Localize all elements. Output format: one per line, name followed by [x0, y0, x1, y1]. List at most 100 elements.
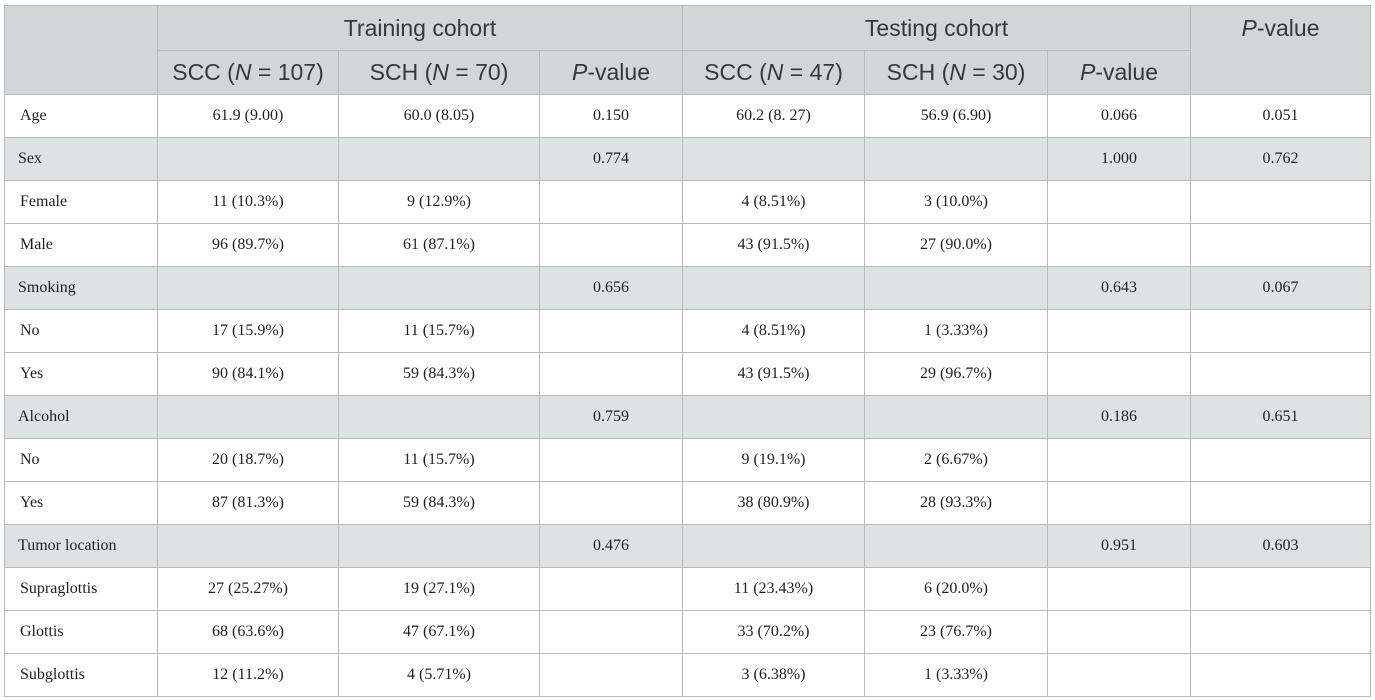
table-cell — [1046, 438, 1192, 482]
table-cell: 4 (8.51%) — [682, 180, 865, 224]
table-cell: 9 (19.1%) — [682, 438, 865, 482]
table-cell — [1190, 180, 1372, 224]
table-row: Glottis 68 (63.6%) 47 (67.1%) 33 (70.2%) 23 … — [4, 610, 1372, 654]
table-cell: 59 (84.3%) — [338, 481, 540, 525]
row-label: Age — [4, 94, 158, 138]
table-cell — [1046, 653, 1192, 697]
table-cell: 23 (76.7%) — [864, 610, 1048, 654]
table-cell: 27 (25.27%) — [157, 567, 339, 611]
table-row: Supraglottis 27 (25.27%) 19 (27.1%) 11 (23.… — [4, 567, 1372, 611]
table-cell: 59 (84.3%) — [338, 352, 540, 396]
row-label: Subglottis — [4, 653, 158, 697]
header-overall-pvalue: P-value — [1190, 5, 1372, 95]
n-label: N — [432, 59, 449, 85]
table-cell — [1190, 309, 1372, 353]
pvalue-prefix: P — [1241, 15, 1257, 41]
row-label: Female — [4, 180, 158, 224]
pvalue-prefix: P — [572, 59, 588, 85]
table-row: Sex 0.774 1.000 0.762 — [4, 137, 1372, 181]
table-cell — [1190, 438, 1372, 482]
table-row: Alcohol 0.759 0.186 0.651 — [4, 395, 1372, 439]
table-cell — [157, 524, 339, 568]
n-value: 70 — [475, 59, 501, 85]
table-cell: 0.476 — [539, 524, 683, 568]
group-name: SCH — [886, 59, 936, 85]
table-cell: 43 (91.5%) — [682, 223, 865, 267]
table-cell: 0.051 — [1190, 94, 1372, 138]
table-row: Tumor location 0.476 0.951 0.603 — [4, 524, 1372, 568]
table-cell — [1190, 352, 1372, 396]
table-row: Smoking 0.656 0.643 0.067 — [4, 266, 1372, 310]
table-cell: 0.774 — [539, 137, 683, 181]
table-cell — [1046, 309, 1192, 353]
table-cell — [157, 137, 339, 181]
table-cell: 17 (15.9%) — [157, 309, 339, 353]
table-row: Female 11 (10.3%) 9 (12.9%) 4 (8.51%) 3 (10.… — [4, 180, 1372, 224]
table-cell — [539, 309, 683, 353]
table-cell: 1.000 — [1046, 137, 1192, 181]
table-cell: 2 (6.67%) — [864, 438, 1048, 482]
table-cell — [864, 266, 1048, 310]
table-cell: 68 (63.6%) — [157, 610, 339, 654]
table-cell: 56.9 (6.90) — [864, 94, 1048, 138]
n-label: N — [234, 59, 252, 85]
table-row: No 20 (18.7%) 11 (15.7%) 9 (19.1%) 2 (6.67%) — [4, 438, 1372, 482]
row-label: Sex — [4, 137, 158, 181]
table-cell — [682, 137, 865, 181]
table-cell: 11 (15.7%) — [338, 438, 540, 482]
table-cell: 11 (15.7%) — [338, 309, 540, 353]
row-label: Supraglottis — [4, 567, 158, 611]
table-cell — [539, 567, 683, 611]
header-testing-cohort: Testing cohort — [681, 5, 1192, 51]
table-cell: 96 (89.7%) — [157, 223, 339, 267]
group-name: SCC — [172, 59, 221, 85]
header-training-scc: SCC (N = 107) — [157, 50, 339, 95]
table-row: Age 61.9 (9.00) 60.0 (8.05) 0.150 60.2 (8. 2… — [4, 94, 1372, 138]
row-label: Smoking — [4, 266, 158, 310]
table-cell: 0.066 — [1046, 94, 1192, 138]
n-label: N — [766, 59, 784, 85]
header-training-pvalue: P-value — [539, 50, 683, 95]
table-cell: 47 (67.1%) — [338, 610, 540, 654]
table-cell: 61 (87.1%) — [338, 223, 540, 267]
n-value: 107 — [277, 59, 317, 85]
table-cell: 29 (96.7%) — [864, 352, 1048, 396]
table-cell — [1046, 352, 1192, 396]
table-cell — [338, 266, 540, 310]
table-cell — [1190, 223, 1372, 267]
table-cell — [539, 180, 683, 224]
pvalue-prefix: P — [1080, 59, 1096, 85]
row-label: No — [4, 438, 158, 482]
table-cell: 0.759 — [539, 395, 683, 439]
table-cell — [539, 653, 683, 697]
table-cell — [682, 266, 865, 310]
table-cell — [338, 137, 540, 181]
table-row: Male 96 (89.7%) 61 (87.1%) 43 (91.5%) 27 (90… — [4, 223, 1372, 267]
table-cell: 60.2 (8. 27) — [682, 94, 865, 138]
table-cell: 61.9 (9.00) — [157, 94, 339, 138]
pvalue-suffix: -value — [1095, 59, 1158, 85]
table-cell: 0.656 — [539, 266, 683, 310]
table-cell: 33 (70.2%) — [682, 610, 865, 654]
table-cell: 0.651 — [1190, 395, 1372, 439]
table-cell — [682, 395, 865, 439]
table-cell: 19 (27.1%) — [338, 567, 540, 611]
group-name: SCH — [369, 59, 419, 85]
table-cell — [338, 524, 540, 568]
table-cell — [539, 438, 683, 482]
table-cell — [1190, 567, 1372, 611]
header-testing-pvalue: P-value — [1046, 50, 1192, 95]
table-cell — [1046, 481, 1192, 525]
table-cell: 27 (90.0%) — [864, 223, 1048, 267]
table-row: Yes 90 (84.1%) 59 (84.3%) 43 (91.5%) 29 (96.… — [4, 352, 1372, 396]
row-label: Male — [4, 223, 158, 267]
row-label: Yes — [4, 352, 158, 396]
table-cell: 0.067 — [1190, 266, 1372, 310]
row-label: Alcohol — [4, 395, 158, 439]
table-cell — [1046, 567, 1192, 611]
header-testing-scc: SCC (N = 47) — [682, 50, 865, 95]
n-value: 47 — [809, 59, 836, 85]
table-row: No 17 (15.9%) 11 (15.7%) 4 (8.51%) 1 (3.33%) — [4, 309, 1372, 353]
table-cell — [682, 524, 865, 568]
table-cell — [1046, 180, 1192, 224]
